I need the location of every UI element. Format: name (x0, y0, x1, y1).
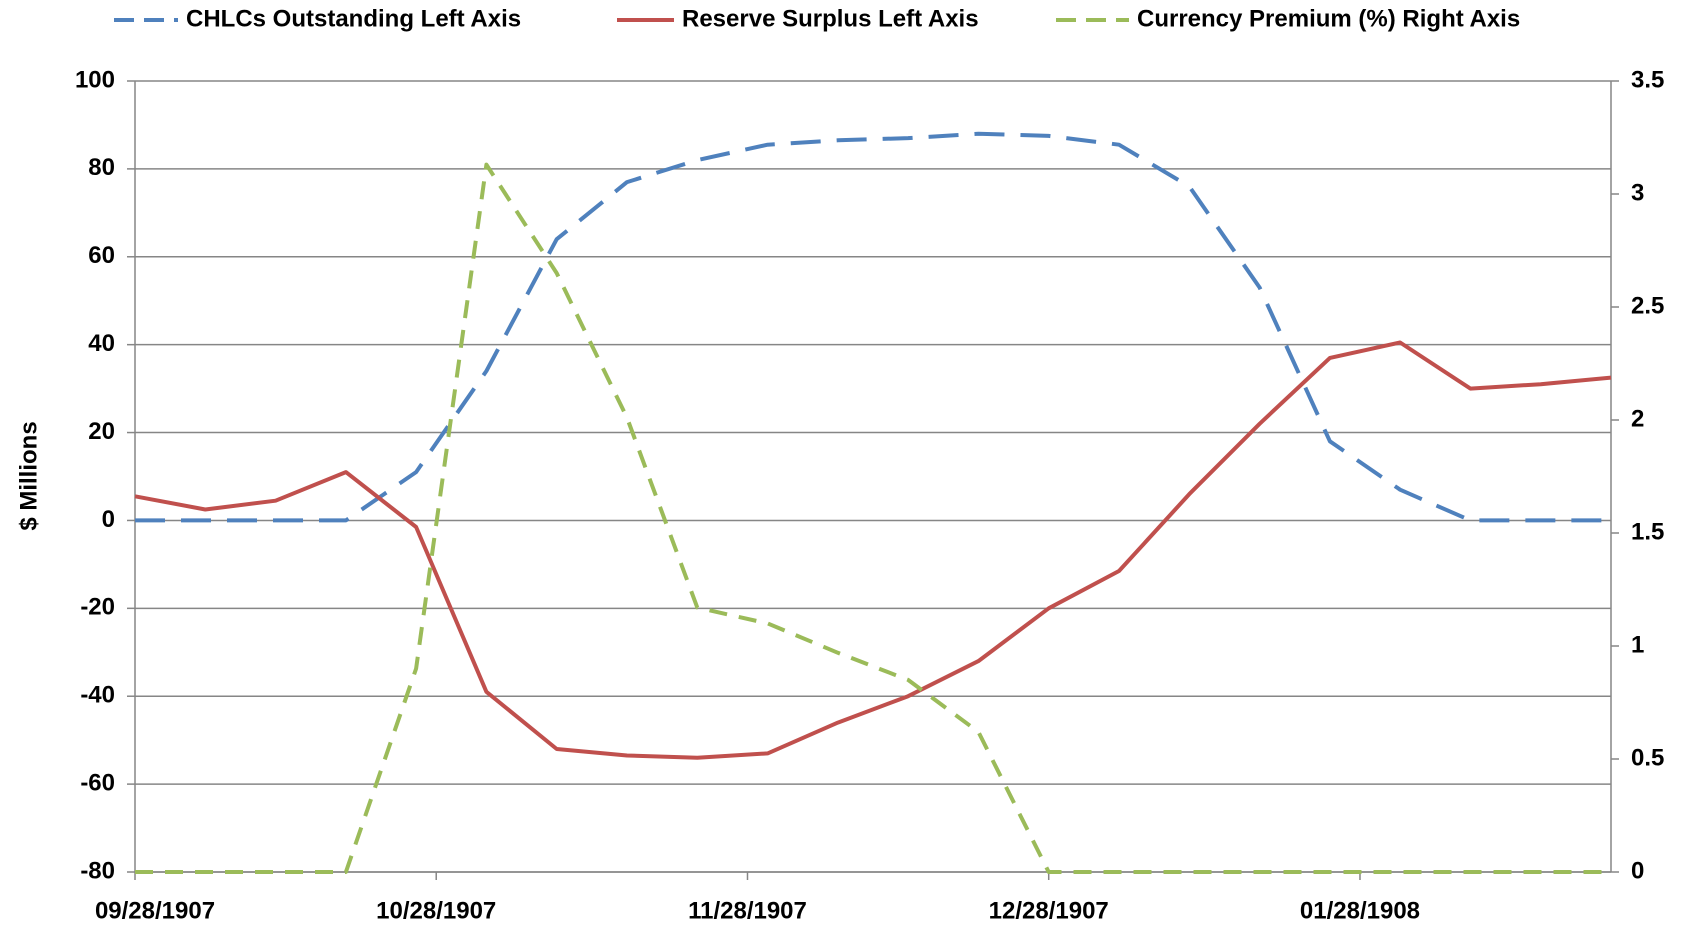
y2-tick-label: 2.5 (1631, 292, 1664, 319)
y-tick-label: -80 (80, 857, 115, 884)
y-tick-label: 0 (102, 506, 115, 533)
y2-tick-label: 3.5 (1631, 66, 1664, 93)
series-line (135, 162, 1611, 874)
x-tick-label: 10/28/1907 (376, 897, 496, 924)
y-axis-label: $ Millions (15, 421, 42, 530)
legend-label: CHLCs Outstanding Left Axis (186, 5, 521, 32)
y2-tick-label: 2 (1631, 405, 1644, 432)
y2-tick-label: 3 (1631, 179, 1644, 206)
legend-label: Currency Premium (%) Right Axis (1137, 5, 1520, 32)
y-tick-label: -20 (80, 594, 115, 621)
series-line (135, 131, 1611, 523)
y2-tick-label: 1.5 (1631, 518, 1664, 545)
y-tick-label: 100 (75, 66, 115, 93)
y-tick-label: -60 (80, 769, 115, 796)
y2-tick-label: 0.5 (1631, 744, 1664, 771)
y-tick-label: 40 (88, 330, 115, 357)
x-tick-label: 11/28/1907 (688, 897, 807, 924)
x-tick-label: 09/28/1907 (95, 897, 215, 924)
x-tick-label: 12/28/1907 (989, 897, 1109, 924)
legend-label: Reserve Surplus Left Axis (682, 5, 979, 32)
y2-tick-label: 0 (1631, 857, 1644, 884)
y-tick-label: 60 (88, 242, 115, 269)
x-tick-label: 01/28/1908 (1300, 897, 1420, 924)
y2-tick-label: 1 (1631, 631, 1644, 658)
series-line (134, 340, 1612, 760)
y-tick-label: -40 (80, 682, 115, 709)
y-tick-label: 80 (88, 154, 115, 181)
y-tick-label: 20 (88, 418, 115, 445)
